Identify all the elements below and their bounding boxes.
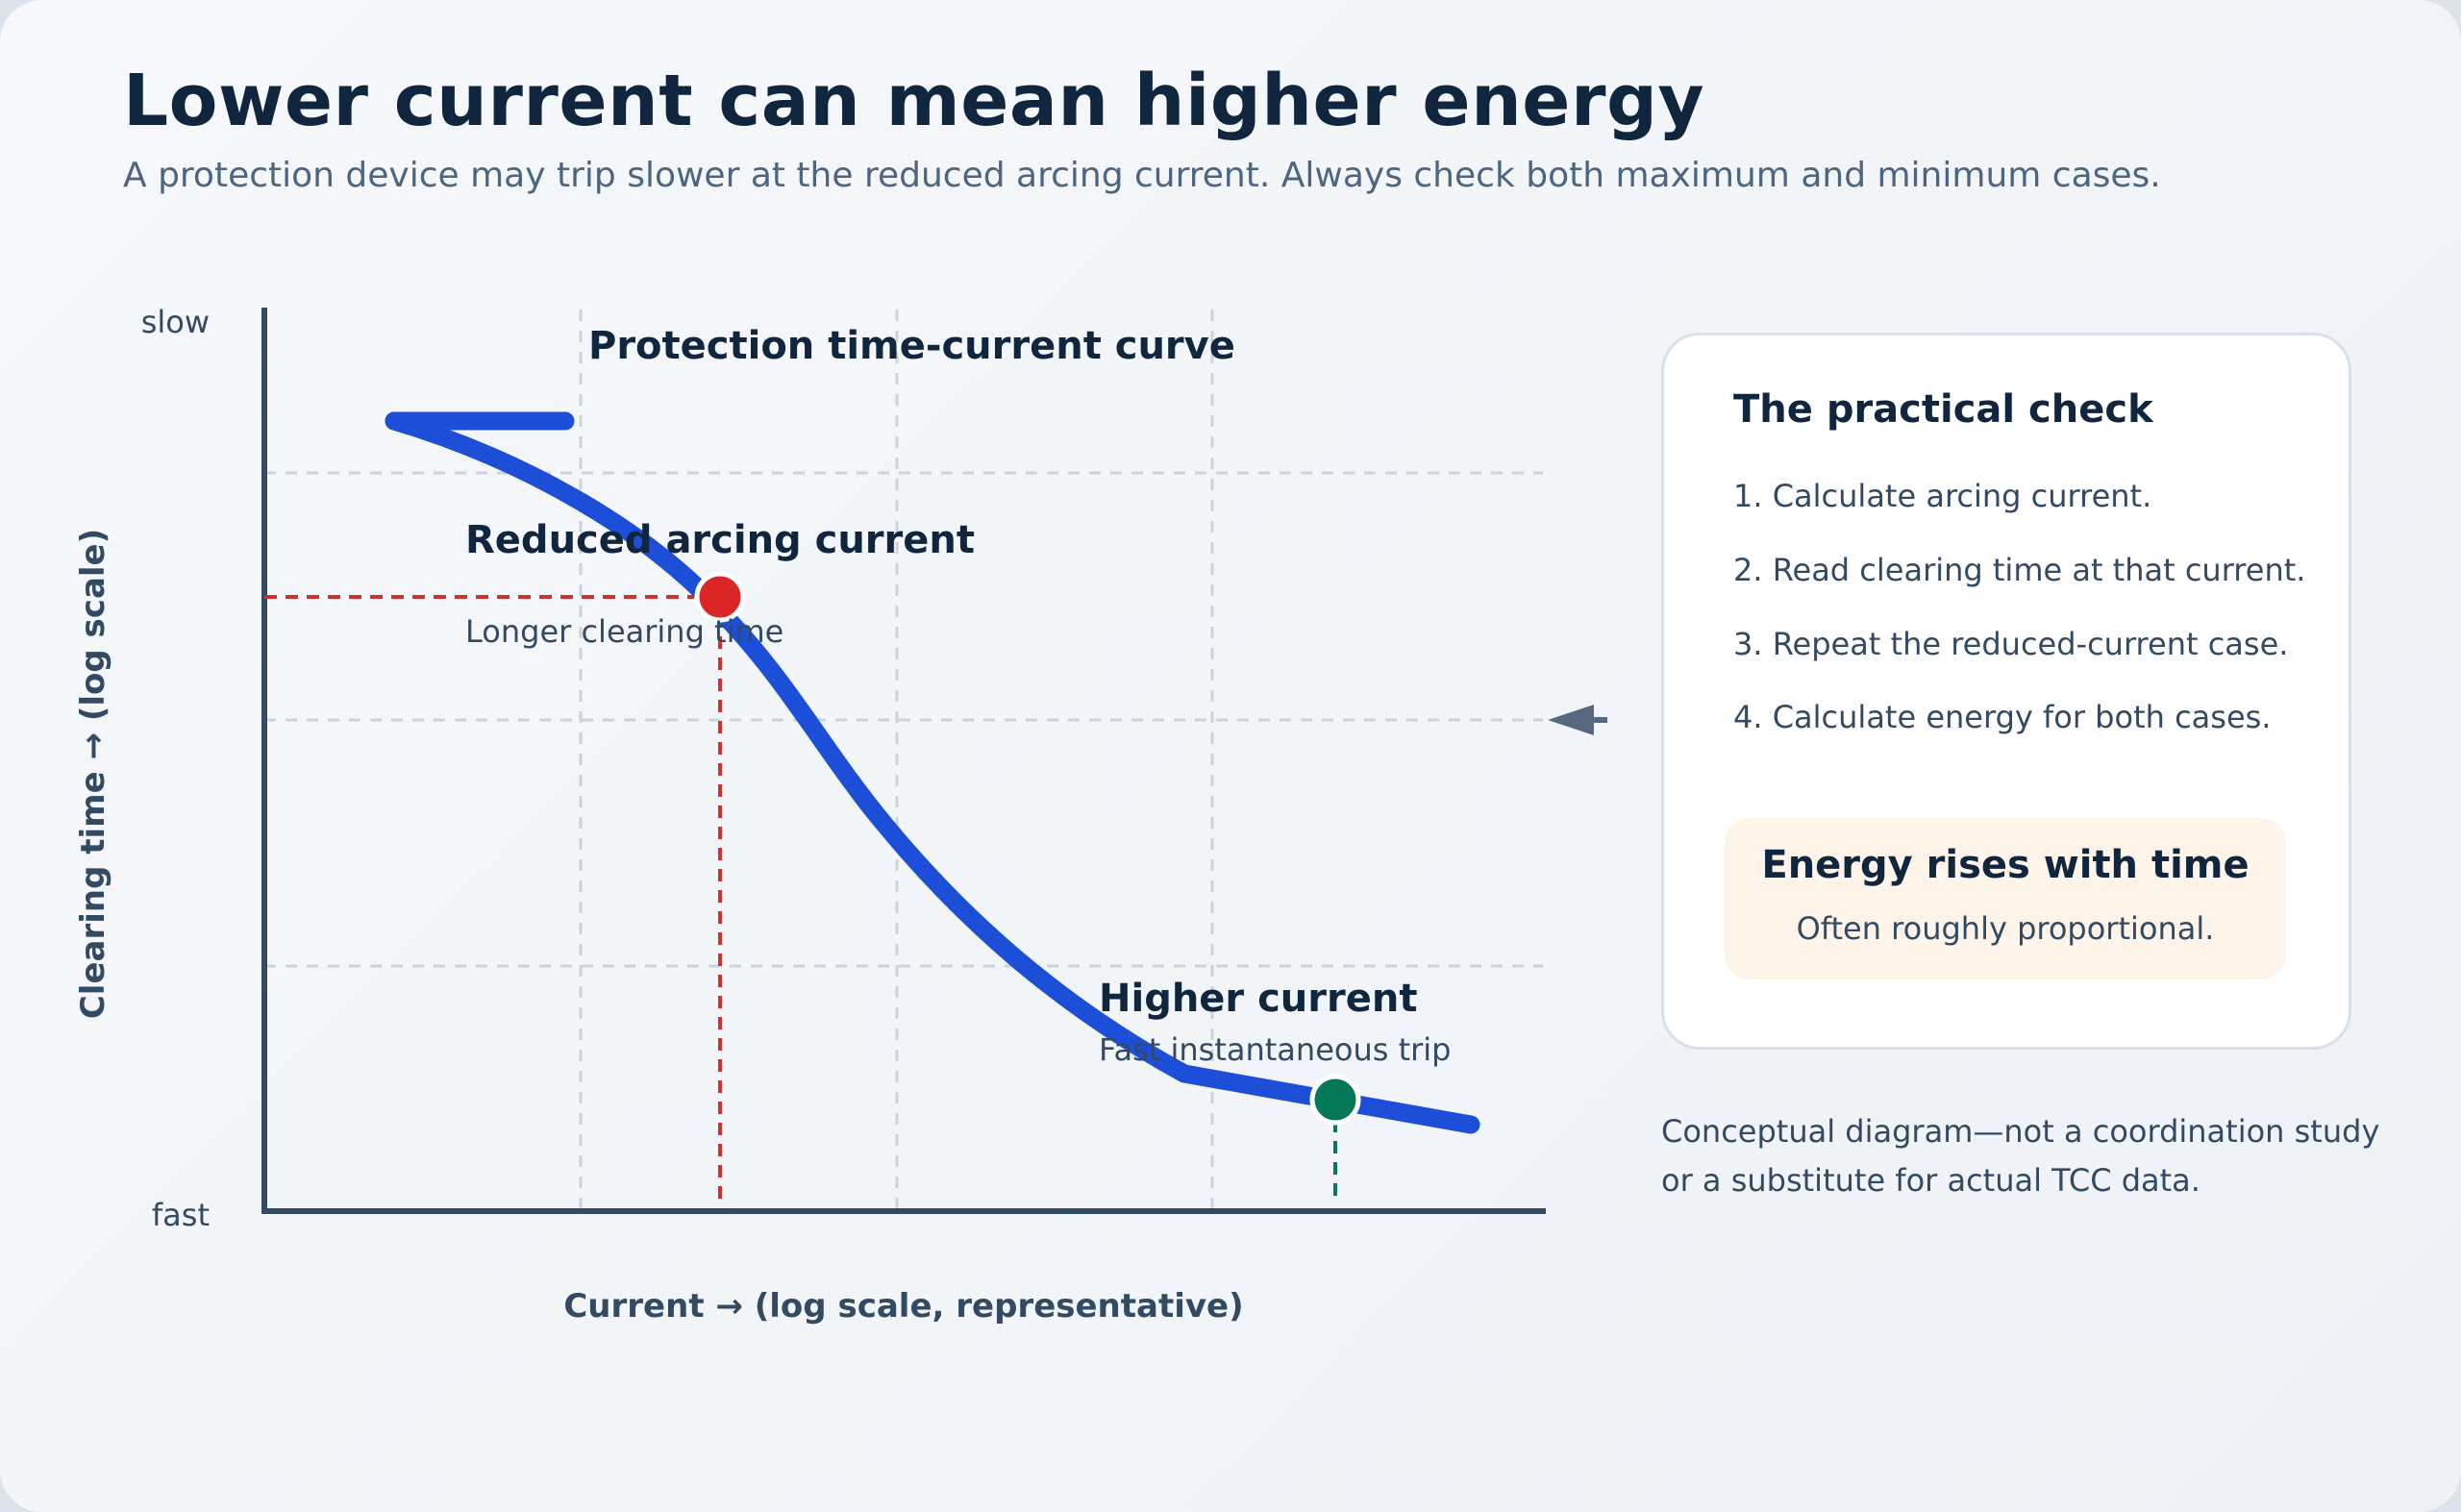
y-tick-slow: slow [141,304,210,340]
y-axis-label: Clearing time → (log scale) [74,529,112,1019]
reduced-current-guides [264,595,722,1206]
curve-body [385,411,1480,1134]
higher-point-sublabel: Fast instantaneous trip [1099,1031,1451,1068]
page-title: Lower current can mean higher energy [123,60,1705,142]
higher-current-point [1309,1074,1361,1126]
curve-title: Protection time-current curve [588,324,1235,368]
axes [261,308,1546,1214]
page-subtitle: A protection device may trip slower at t… [123,156,2161,195]
x-axis-label: Current → (log scale, representative) [563,1287,1243,1326]
disclaimer-note: Conceptual diagram—not a coordination st… [1661,1113,2380,1199]
protection-curve [385,411,1480,1134]
arrow-left-icon [1548,705,1607,735]
energy-callout: Energy rises with time Often roughly pro… [1725,818,2286,979]
reduced-current-point [694,571,746,623]
callout-text: Often roughly proportional. [1796,910,2215,947]
callout-title: Energy rises with time [1761,843,2250,887]
panel-title: The practical check [1733,387,2153,432]
grid [264,310,1543,1211]
step-item: 4. Calculate energy for both cases. [1733,699,2272,735]
step-item: 1. Calculate arcing current. [1733,478,2152,514]
step-item: 3. Repeat the reduced-current case. [1733,626,2289,662]
reduced-point-sublabel: Longer clearing time [465,613,783,650]
y-tick-fast: fast [152,1197,210,1233]
higher-point-label: Higher current [1099,977,1417,1021]
reduced-point-label: Reduced arcing current [465,518,975,562]
step-item: 2. Read clearing time at that current. [1733,552,2306,588]
practical-check-panel: The practical check 1. Calculate arcing … [1661,333,2351,1050]
